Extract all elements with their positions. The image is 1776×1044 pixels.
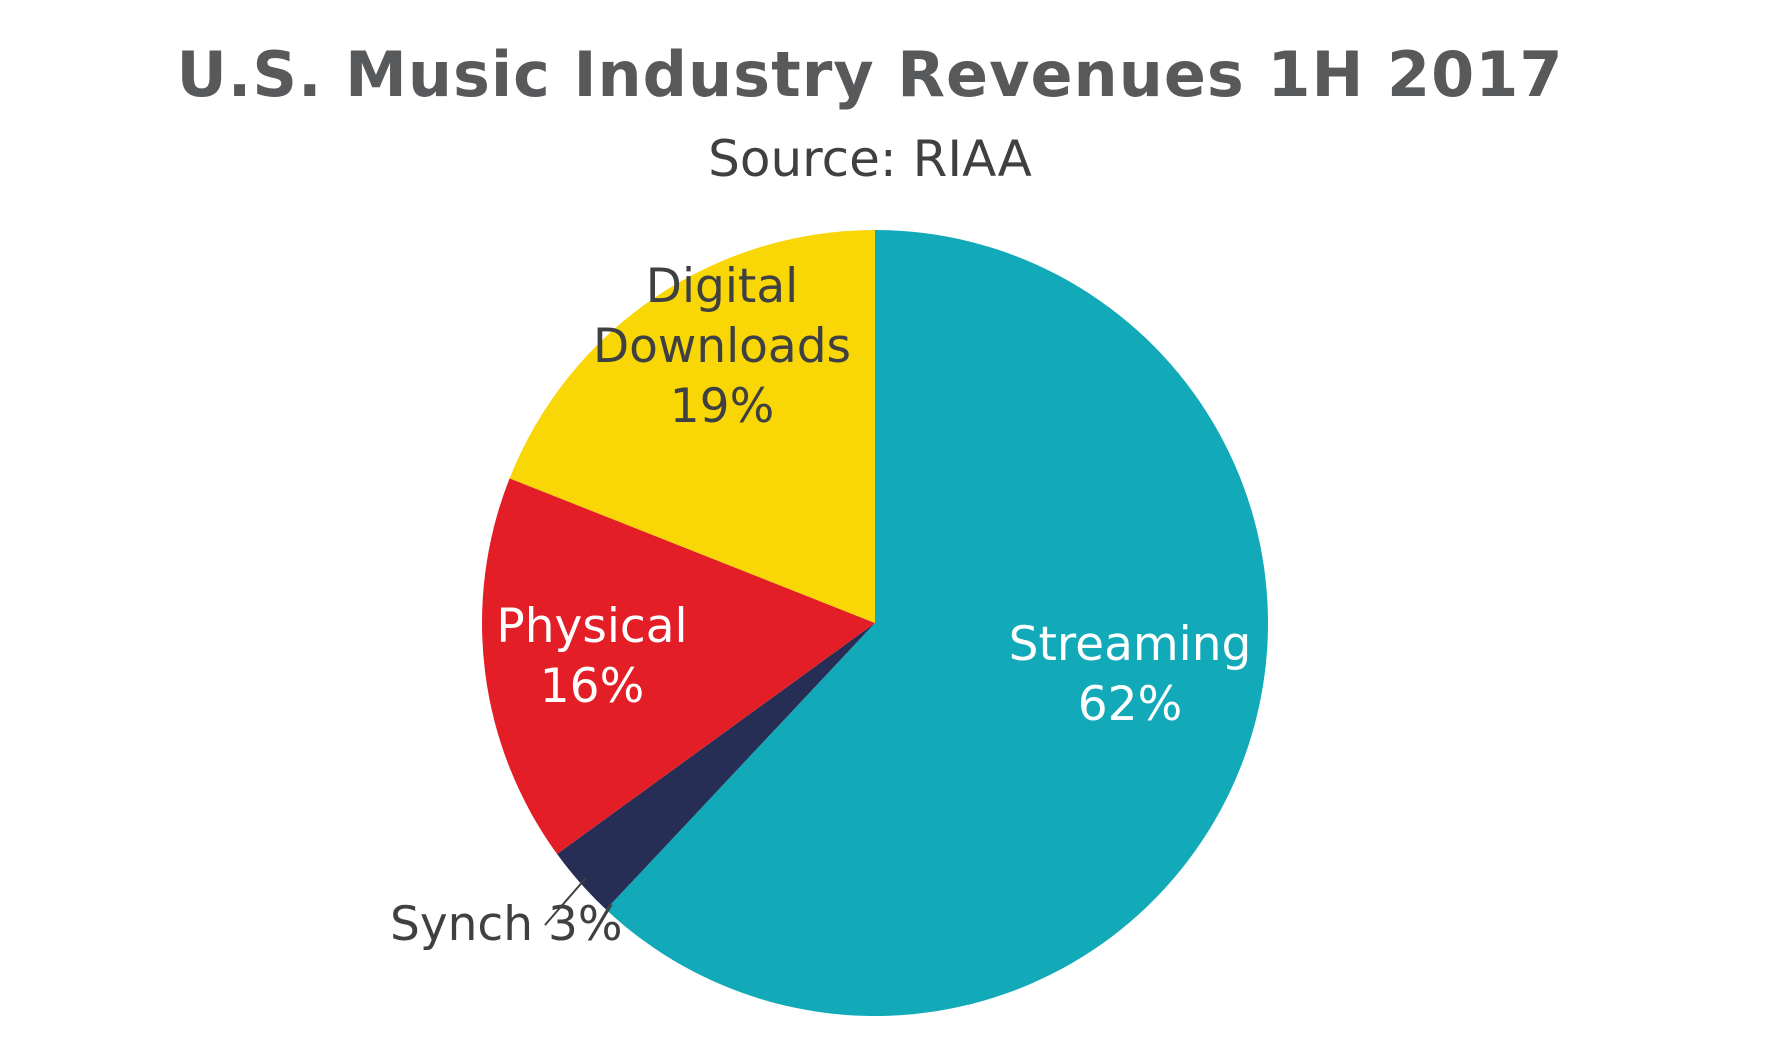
slice-label-line: Synch 3%	[390, 897, 623, 952]
pie-slice-synch-3	[557, 623, 875, 910]
slice-label-line: 62%	[1078, 677, 1182, 732]
slice-label-line: 19%	[670, 379, 774, 434]
slice-label-line: Downloads	[593, 319, 851, 374]
synch-leader-line	[544, 876, 587, 926]
slice-label-line: Physical	[496, 599, 687, 654]
slice-label-streaming: Streaming 62%	[1009, 617, 1252, 732]
slice-label-synch-3: Synch 3%	[390, 897, 623, 952]
slice-label-line: Streaming	[1009, 617, 1252, 672]
pie-slice-physical	[482, 478, 875, 854]
slice-label-physical: Physical 16%	[496, 599, 687, 714]
chart-title: U.S. Music Industry Revenues 1H 2017	[176, 38, 1564, 111]
pie-slice-streaming	[605, 230, 1269, 1017]
chart-subtitle: Source: RIAA	[708, 130, 1032, 188]
slice-label-line: Digital	[646, 259, 798, 314]
pie-slice-digital	[509, 230, 875, 623]
slice-label-digital: Digital Downloads 19%	[593, 259, 851, 434]
slice-label-line: 16%	[540, 659, 644, 714]
